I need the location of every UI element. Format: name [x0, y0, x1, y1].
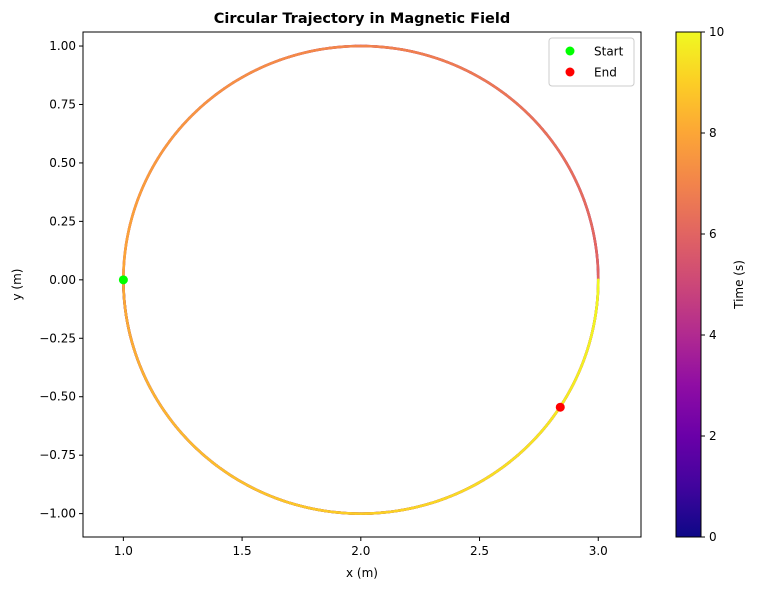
legend: Start End	[548, 37, 635, 87]
legend-end-label: End	[594, 66, 617, 80]
x-axis-label: x (m)	[346, 566, 378, 580]
start-point	[118, 275, 128, 285]
y-tick-label: −0.50	[39, 390, 76, 404]
colorbar-tick-label: 10	[709, 25, 724, 39]
legend-start-label: Start	[594, 45, 624, 59]
x-tick-label: 1.0	[114, 544, 133, 558]
colorbar-tick-label: 2	[709, 429, 717, 443]
y-tick-label: 0.00	[49, 273, 76, 287]
colorbar-gradient	[675, 31, 702, 538]
y-tick-label: −0.75	[39, 448, 76, 462]
x-tick-label: 2.0	[351, 544, 370, 558]
colorbar-tick-label: 0	[709, 530, 717, 544]
x-tick-label: 1.5	[233, 544, 252, 558]
endpoint-markers	[118, 275, 565, 412]
plot-frame	[82, 31, 642, 538]
colorbar-tick-label: 6	[709, 227, 717, 241]
x-axis: 1.0 1.5 2.0 2.5 3.0	[114, 537, 608, 558]
y-tick-label: −1.00	[39, 507, 76, 521]
y-tick-label: −0.25	[39, 331, 76, 345]
trajectory	[122, 44, 600, 515]
y-tick-label: 0.25	[49, 214, 76, 228]
colorbar-ticks: 0 2 4 6 8 10	[701, 25, 724, 544]
y-axis: −1.00 −0.75 −0.50 −0.25 0.00 0.25 0.50 0.75 1.00	[39, 39, 83, 521]
legend-start-marker	[565, 46, 575, 56]
colorbar-tick-label: 8	[709, 126, 717, 140]
y-tick-label: 0.50	[49, 156, 76, 170]
plot-area	[82, 31, 642, 538]
colorbar-tick-label: 4	[709, 328, 717, 342]
y-axis-label: y (m)	[10, 269, 24, 301]
x-tick-label: 2.5	[470, 544, 489, 558]
legend-end-marker	[565, 67, 575, 77]
colorbar-label: Time (s)	[732, 260, 746, 310]
colorbar: 0 2 4 6 8 10 Time (s)	[675, 25, 746, 544]
y-tick-label: 0.75	[49, 97, 76, 111]
x-tick-label: 3.0	[589, 544, 608, 558]
end-point	[555, 402, 565, 412]
chart-title: Circular Trajectory in Magnetic Field	[214, 11, 511, 27]
y-tick-label: 1.00	[49, 39, 76, 53]
